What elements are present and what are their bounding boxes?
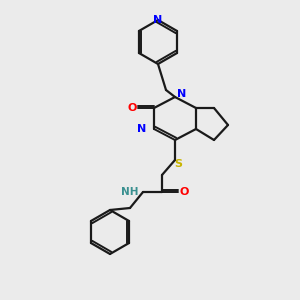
- Text: N: N: [177, 89, 187, 99]
- Text: S: S: [174, 159, 182, 169]
- Text: O: O: [127, 103, 137, 113]
- Text: N: N: [137, 124, 146, 134]
- Text: O: O: [179, 187, 189, 197]
- Text: N: N: [153, 15, 163, 25]
- Text: NH: NH: [121, 187, 138, 197]
